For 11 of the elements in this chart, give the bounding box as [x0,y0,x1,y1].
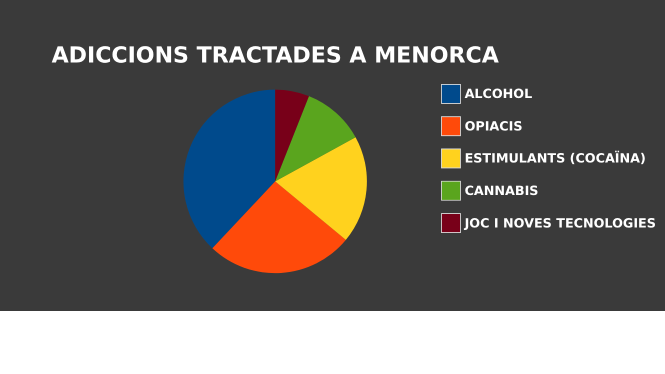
legend-label: OPIACIS [464,119,523,134]
legend-label: ALCOHOL [464,87,532,102]
pie-slice [212,181,346,274]
pie-slice [275,96,356,182]
pie-slice [275,137,367,240]
chart-title: ADICCIONS TRACTADES A MENORCA [52,44,499,68]
legend-label: JOC I NOVES TECNOLOGIES [464,216,656,232]
pie-slice [275,90,309,182]
legend-label: ESTIMULANTS (COCAÏNA) [464,150,646,167]
legend-label: CANNABIS [464,184,538,199]
pie-slice [184,90,276,248]
